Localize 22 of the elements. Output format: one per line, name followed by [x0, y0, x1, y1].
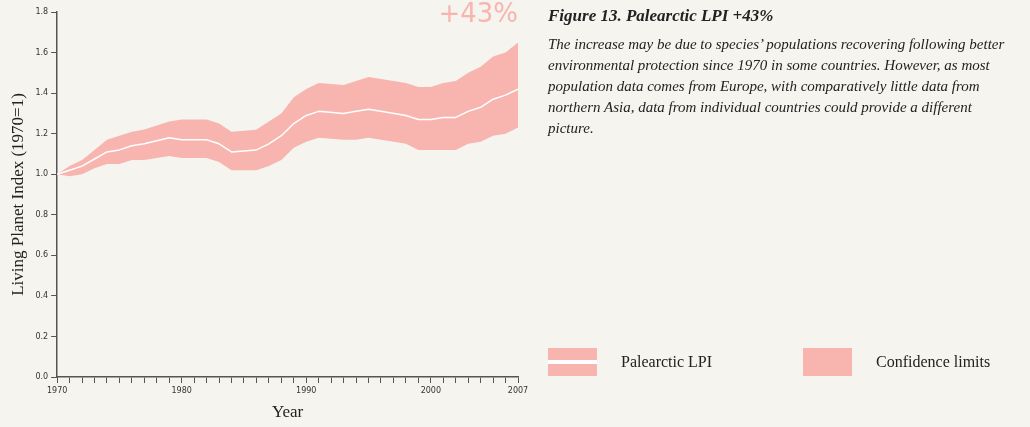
x-tick-label: 2000 — [420, 385, 441, 395]
y-tick-label: 1.6 — [35, 47, 49, 57]
y-tick-label: 1.4 — [35, 88, 49, 98]
legend-label: Palearctic LPI — [621, 353, 713, 371]
y-tick-label: 0.4 — [35, 290, 49, 300]
x-axis-title: Year — [271, 402, 304, 422]
text: Confidence limits — [876, 353, 991, 371]
x-tick-label: 1970 — [46, 385, 68, 395]
y-tick-label: 1.0 — [35, 169, 49, 179]
x-tick-label: 2007 — [507, 385, 529, 395]
x-tick-label: 1990 — [296, 385, 317, 395]
y-tick-label: 1.2 — [35, 128, 49, 138]
text: Figure 13. Palearctic LPI +43% — [548, 6, 775, 26]
y-tick-label: 0.6 — [35, 250, 49, 260]
annotation: +43% — [438, 0, 518, 28]
y-tick-label: 0.2 — [35, 331, 49, 341]
y-tick-label: 0.0 — [35, 372, 49, 382]
x-tick-label: 1980 — [171, 385, 192, 395]
y-axis-title: Living Planet Index (1970=1) — [7, 93, 27, 296]
y-tick-label: 0.8 — [35, 209, 49, 219]
y-tick-label: 1.8 — [35, 7, 49, 17]
text: The increase may be due to species’ populations recovering following better environmental protection since 1970 in some countries. However, as most population data comes from Europe, with comparatively little data from northern Asia, data from individual countries could provide a different picture. — [548, 35, 1006, 138]
